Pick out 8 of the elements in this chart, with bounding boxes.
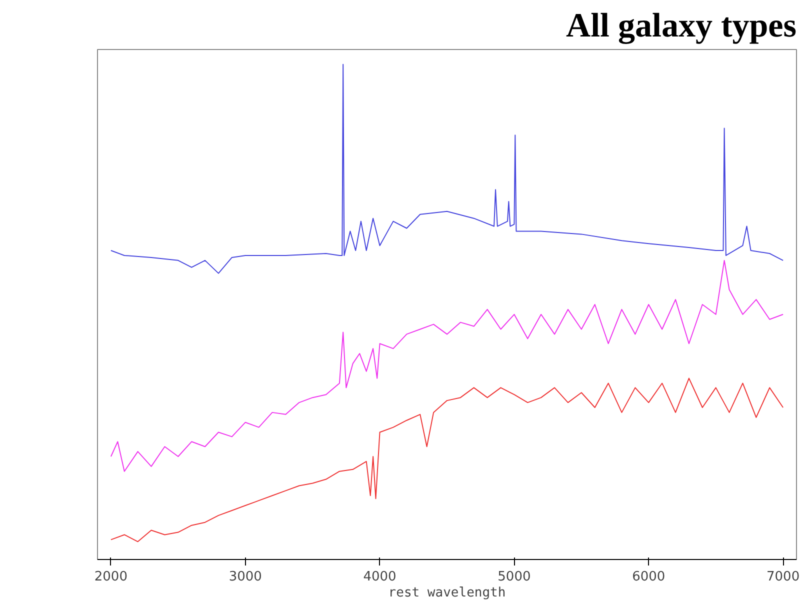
x-axis-title: rest wavelength xyxy=(388,586,506,600)
x-tick-label: 6000 xyxy=(632,570,666,584)
x-tick-label: 4000 xyxy=(363,570,396,584)
x-tick-label: 2000 xyxy=(94,570,128,584)
x-tick-label: 7000 xyxy=(766,570,800,584)
x-tick-label: 3000 xyxy=(228,570,262,584)
x-tick-label: 5000 xyxy=(498,570,531,584)
chart-title: All galaxy types xyxy=(566,8,797,44)
